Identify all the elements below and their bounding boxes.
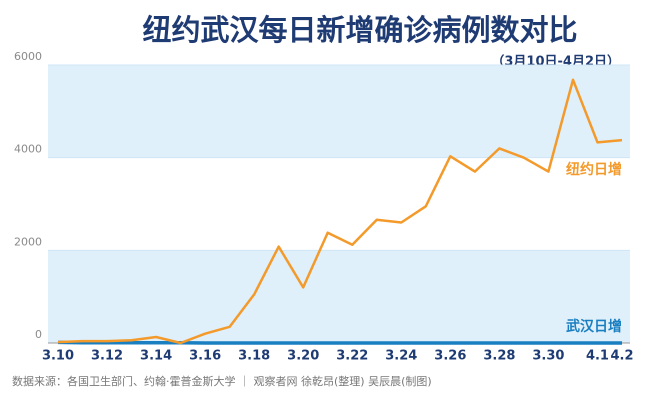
x-tick-label: 3.28 [483,349,515,364]
x-tick-label: 3.26 [434,349,466,364]
x-tick-label: 3.22 [336,349,368,364]
x-tick-label: 3.20 [287,349,319,364]
grid-band [48,65,630,158]
series-label: 纽约日增 [566,161,622,178]
x-tick-label: 3.24 [385,349,417,364]
series-label: 武汉日增 [566,318,622,335]
y-tick-label: 0 [35,328,42,341]
x-tick-label: 3.10 [42,349,74,364]
y-tick-label: 4000 [14,143,42,156]
x-tick-label: 3.30 [532,349,564,364]
x-tick-label: 4.2 [610,349,633,364]
chart-title: 纽约武汉每日新增确诊病例数对比 [142,13,577,47]
x-tick-label: 3.12 [91,349,123,364]
grid-band [48,250,630,343]
x-tick-label: 4.1 [586,349,609,364]
x-tick-label: 3.16 [189,349,221,364]
series-line [57,78,623,345]
x-tick-label: 3.18 [238,349,270,364]
y-tick-label: 2000 [14,235,42,248]
x-tick-label: 3.14 [140,349,172,364]
source-note: 数据来源：各国卫生部门、约翰·霍普金斯大学 ｜ 观察者网 徐乾昂(整理) 吴辰晨… [12,374,432,388]
series-line [57,340,622,345]
y-tick-label: 6000 [14,50,42,63]
